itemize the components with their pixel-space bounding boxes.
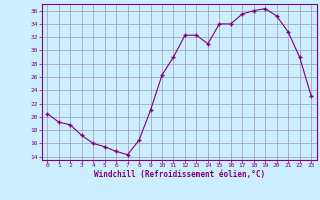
X-axis label: Windchill (Refroidissement éolien,°C): Windchill (Refroidissement éolien,°C) — [94, 170, 265, 179]
